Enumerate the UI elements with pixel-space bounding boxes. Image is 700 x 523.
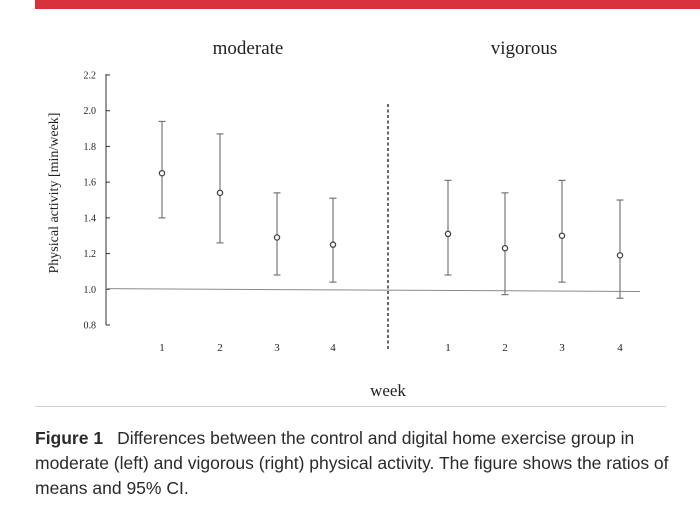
data-marks: 1 2 3 4 1 2 3 4	[158, 120, 624, 354]
x-tick-label: 4	[617, 342, 623, 354]
y-tick-label: 1.8	[84, 142, 97, 153]
y-tick-label: 2.2	[84, 71, 97, 82]
caption-divider	[35, 406, 666, 407]
x-tick-label: 3	[559, 342, 565, 354]
x-tick-label: 3	[274, 342, 280, 354]
x-tick-label: 1	[445, 342, 451, 354]
error-bar-chart: 0.8 1.0 1.2 1.4 1.6 1.8 2.0 2.2 Physical activi…	[47, 38, 641, 400]
x-tick-label: 1	[159, 342, 165, 354]
figure-label: Figure 1	[35, 428, 104, 448]
mean-point	[273, 234, 281, 241]
y-axis-label: Physical activity [min/week]	[47, 113, 62, 274]
mean-point	[616, 252, 624, 259]
y-tick-label: 1.2	[84, 249, 97, 260]
mean-point	[329, 241, 337, 248]
y-tick-label: 1.4	[84, 213, 97, 224]
mean-point	[158, 169, 166, 177]
y-tick-label: 1.0	[84, 285, 97, 296]
mean-point	[216, 189, 224, 197]
figure-caption-text: Differences between the control and digi…	[35, 428, 669, 498]
mean-point	[444, 230, 452, 238]
mean-point	[501, 244, 509, 252]
mean-point	[558, 232, 566, 239]
y-tick-label: 2.0	[84, 106, 97, 117]
x-tick-label: 2	[502, 342, 508, 354]
panel-title-vigorous: vigorous	[491, 38, 558, 59]
x-tick-label: 2	[217, 342, 223, 354]
figure-caption: Figure 1 Differences between the control …	[35, 426, 675, 501]
y-tick-label: 0.8	[84, 321, 97, 332]
y-tick-label: 1.6	[84, 178, 97, 189]
y-axis-ticks: 0.8 1.0 1.2 1.4 1.6 1.8 2.0 2.2	[84, 71, 110, 332]
reference-line	[105, 288, 641, 292]
x-axis-label: week	[370, 381, 406, 400]
x-tick-label: 4	[330, 342, 336, 354]
panel-title-moderate: moderate	[213, 38, 284, 59]
journal-header-bar	[35, 0, 700, 9]
